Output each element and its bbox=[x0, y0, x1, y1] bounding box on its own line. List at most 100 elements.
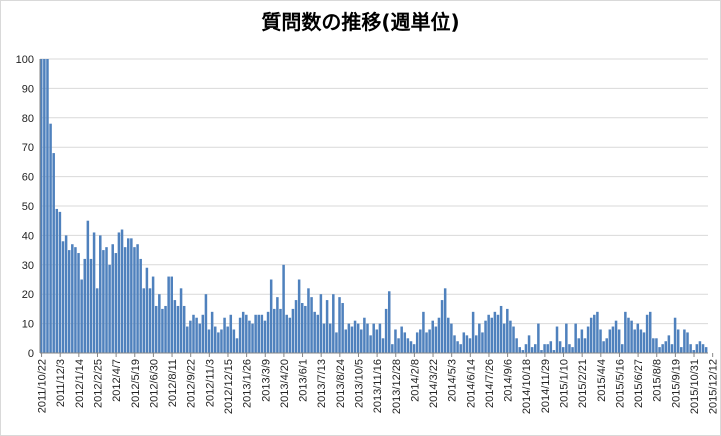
bar bbox=[139, 258, 142, 353]
bar bbox=[636, 323, 640, 353]
x-tick-label: 2012/1/14 bbox=[74, 359, 86, 408]
y-tick-label: 10 bbox=[22, 319, 34, 331]
bar bbox=[263, 320, 267, 353]
bar bbox=[40, 59, 43, 353]
bar bbox=[447, 317, 450, 353]
bar bbox=[695, 344, 699, 353]
x-tick-label: 2013/8/24 bbox=[335, 359, 347, 408]
bar bbox=[251, 323, 254, 353]
bar bbox=[245, 314, 248, 353]
y-tick-label: 100 bbox=[16, 54, 34, 66]
bar bbox=[621, 344, 624, 353]
bar bbox=[391, 344, 394, 353]
bar bbox=[583, 338, 587, 353]
bar bbox=[111, 244, 114, 353]
bar bbox=[89, 258, 93, 353]
bar bbox=[605, 338, 608, 353]
x-tick-label: 2012/8/11 bbox=[167, 359, 179, 407]
bar bbox=[338, 297, 341, 353]
bar bbox=[378, 323, 382, 353]
bar bbox=[425, 332, 428, 353]
x-tick-label: 2012/6/30 bbox=[148, 359, 160, 408]
bar bbox=[335, 332, 338, 353]
x-tick-label: 2015/9/19 bbox=[670, 359, 682, 408]
x-tick-label: 2014/10/18 bbox=[521, 359, 533, 414]
bar bbox=[534, 344, 537, 353]
bar bbox=[151, 276, 155, 353]
x-tick-label: 2012/5/19 bbox=[130, 359, 142, 408]
bar bbox=[142, 288, 146, 353]
bar bbox=[704, 347, 708, 353]
bar bbox=[521, 350, 525, 353]
bar bbox=[630, 320, 633, 353]
bar bbox=[512, 326, 515, 353]
bar bbox=[207, 329, 211, 353]
bar bbox=[652, 338, 655, 353]
bar bbox=[465, 335, 469, 353]
bar bbox=[596, 311, 599, 353]
x-tick-labels: 2011/10/22 2011/12/3 2012/1/14 2012/2/25 201… bbox=[37, 353, 720, 414]
bar bbox=[403, 332, 407, 353]
x-tick-label: 2012/9/22 bbox=[186, 359, 198, 408]
x-tick-label: 2015/1/10 bbox=[559, 359, 571, 408]
x-tick-label: 2013/11/16 bbox=[372, 359, 384, 413]
bar bbox=[546, 344, 549, 353]
bar bbox=[493, 311, 497, 353]
y-tick-label: 60 bbox=[22, 172, 34, 184]
bar bbox=[481, 332, 484, 353]
y-tick-label: 30 bbox=[22, 260, 34, 272]
bar bbox=[571, 347, 574, 353]
bar bbox=[182, 305, 186, 353]
bar bbox=[204, 294, 208, 353]
bar bbox=[617, 329, 621, 353]
bar bbox=[366, 323, 369, 353]
bar bbox=[558, 341, 562, 353]
bar bbox=[599, 329, 602, 353]
bar bbox=[689, 344, 692, 353]
bar bbox=[611, 326, 615, 353]
bar bbox=[506, 308, 509, 353]
bar bbox=[260, 314, 264, 353]
x-tick-label: 2015/8/8 bbox=[652, 359, 664, 402]
bar bbox=[658, 347, 661, 353]
bar bbox=[74, 247, 77, 353]
bar bbox=[474, 335, 478, 353]
y-tick-labels: 0 10 20 30 40 50 60 70 80 90 100 bbox=[16, 54, 34, 360]
bar bbox=[189, 320, 192, 353]
bar bbox=[310, 297, 313, 353]
bar bbox=[375, 329, 379, 353]
bar bbox=[453, 335, 456, 353]
bar bbox=[645, 314, 649, 353]
bar bbox=[434, 326, 438, 353]
bar bbox=[683, 329, 686, 353]
bar bbox=[288, 317, 292, 353]
x-tick-label: 2013/3/9 bbox=[260, 359, 272, 402]
x-tick-label: 2013/4/20 bbox=[279, 359, 291, 408]
bar bbox=[648, 311, 652, 353]
bar bbox=[642, 332, 646, 353]
bar bbox=[360, 329, 363, 353]
bar bbox=[108, 264, 111, 353]
bar bbox=[179, 288, 183, 353]
bar bbox=[356, 323, 360, 353]
x-tick-label: 2014/7/26 bbox=[484, 359, 496, 408]
x-tick-label: 2015/2/21 bbox=[577, 359, 589, 408]
bar bbox=[515, 338, 518, 353]
bar bbox=[589, 317, 593, 353]
bar bbox=[440, 300, 444, 353]
bar bbox=[490, 317, 494, 353]
bar bbox=[213, 326, 217, 353]
bar bbox=[499, 305, 503, 353]
bar bbox=[173, 300, 177, 353]
bar bbox=[350, 326, 354, 353]
bar bbox=[680, 347, 683, 353]
x-tick-label: 2013/1/26 bbox=[242, 359, 254, 408]
bar bbox=[201, 314, 205, 353]
x-tick-label: 2014/5/3 bbox=[447, 359, 459, 402]
x-tick-label: 2015/6/27 bbox=[633, 359, 645, 408]
bar bbox=[279, 308, 282, 353]
x-tick-label: 2015/10/31 bbox=[689, 359, 701, 414]
x-tick-label: 2012/2/25 bbox=[92, 359, 104, 408]
bar bbox=[400, 326, 403, 353]
